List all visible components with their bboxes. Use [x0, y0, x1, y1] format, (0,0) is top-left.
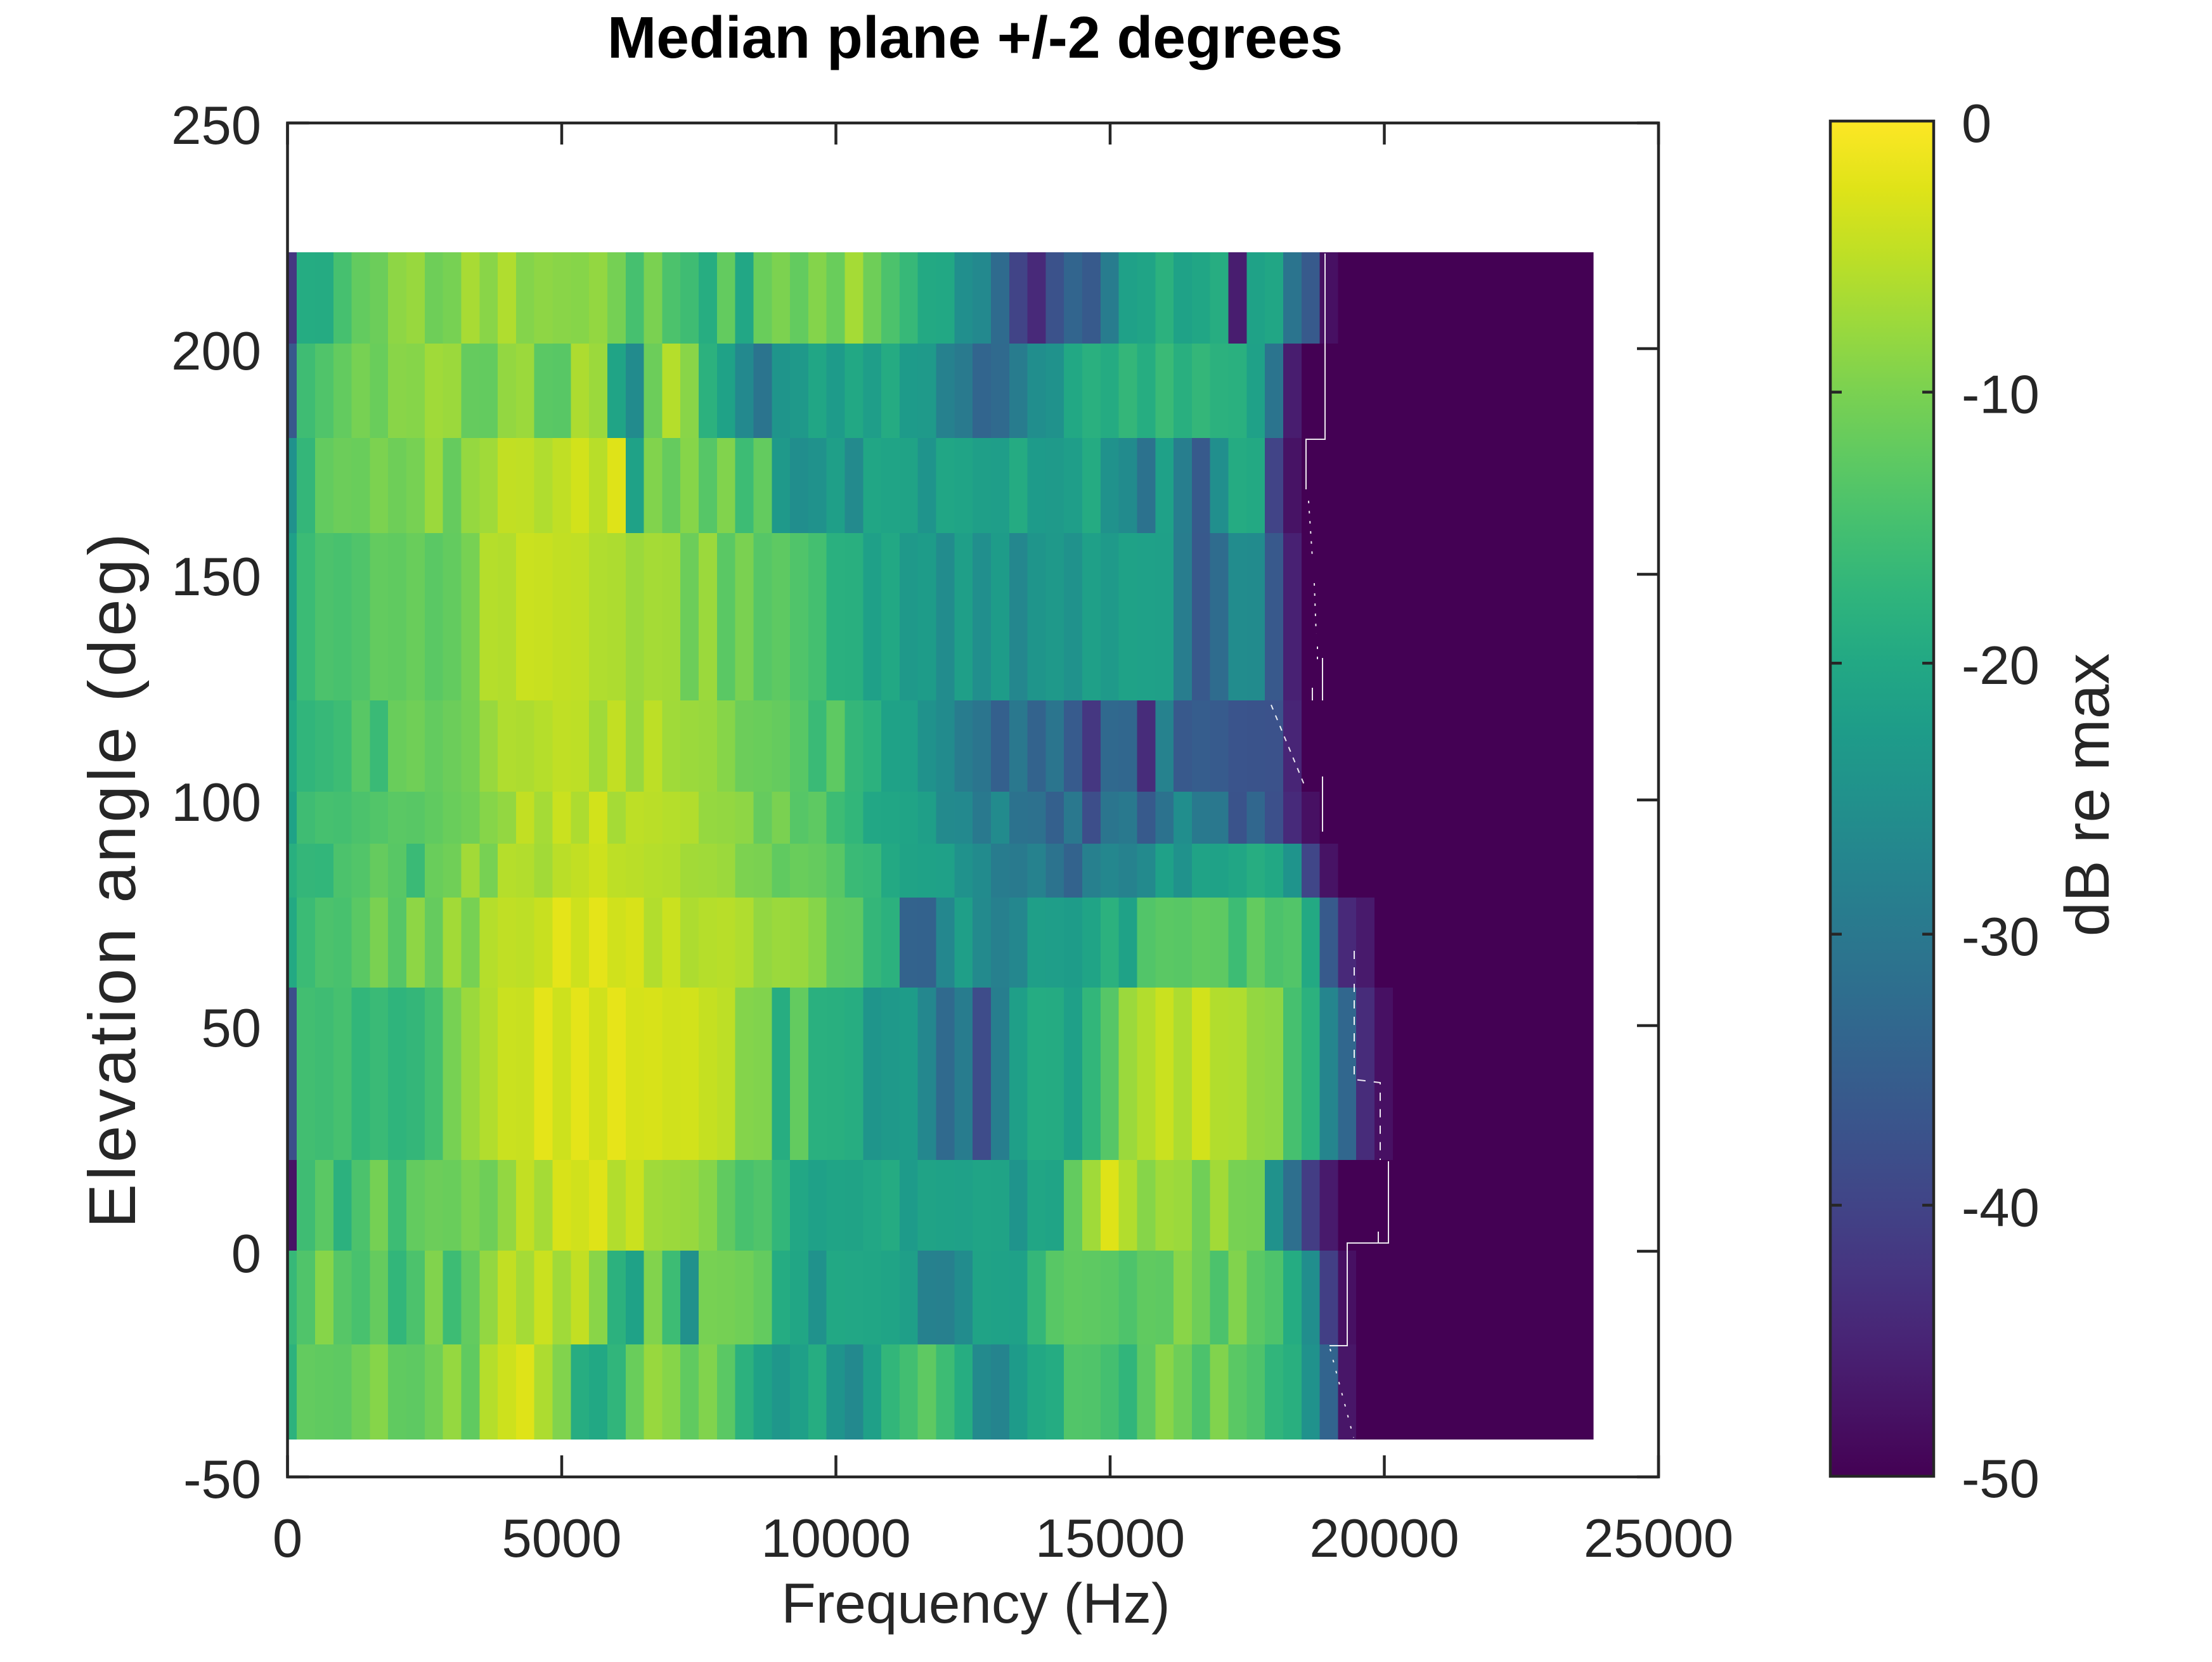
svg-text:250: 250 [171, 96, 261, 156]
svg-text:-40: -40 [1962, 1178, 2040, 1238]
svg-text:0: 0 [231, 1224, 261, 1284]
svg-text:-10: -10 [1962, 365, 2040, 425]
svg-text:5000: 5000 [501, 1509, 621, 1569]
svg-text:-50: -50 [1962, 1449, 2040, 1509]
svg-text:Elevation angle (deg): Elevation angle (deg) [75, 530, 150, 1228]
svg-text:-50: -50 [183, 1450, 261, 1510]
svg-text:-20: -20 [1962, 636, 2040, 696]
svg-text:10000: 10000 [761, 1509, 910, 1569]
svg-text:-30: -30 [1962, 907, 2040, 967]
svg-text:Median plane +/-2 degrees: Median plane +/-2 degrees [607, 4, 1343, 70]
svg-text:200: 200 [171, 321, 261, 382]
svg-text:Frequency (Hz): Frequency (Hz) [781, 1571, 1170, 1635]
svg-text:50: 50 [201, 998, 261, 1059]
svg-text:0: 0 [273, 1509, 302, 1569]
svg-text:150: 150 [171, 547, 261, 607]
svg-text:100: 100 [171, 773, 261, 833]
svg-text:15000: 15000 [1035, 1509, 1185, 1569]
svg-text:dB re max: dB re max [2052, 654, 2122, 937]
svg-text:0: 0 [1962, 94, 1991, 154]
svg-text:20000: 20000 [1309, 1509, 1459, 1569]
svg-text:25000: 25000 [1584, 1509, 1733, 1569]
